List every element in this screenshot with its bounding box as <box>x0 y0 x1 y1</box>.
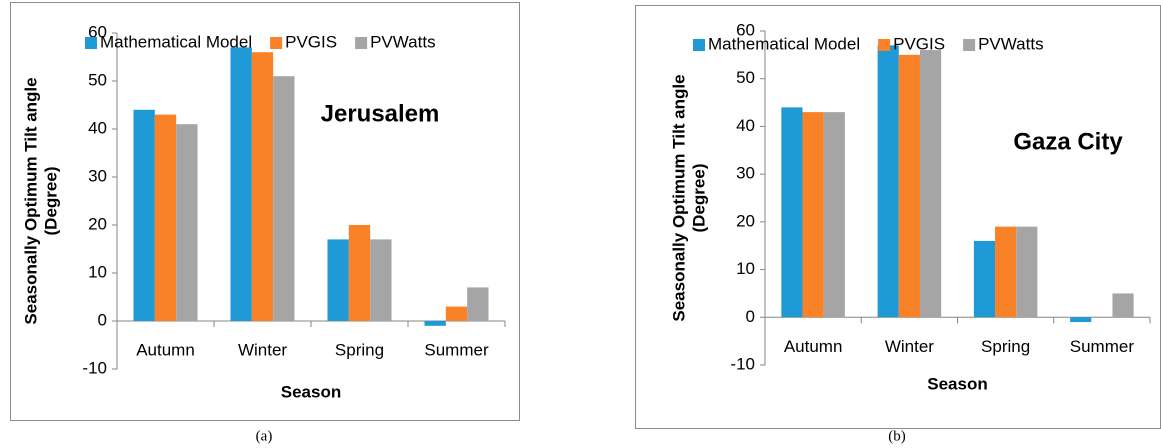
legend-label: PVWatts <box>370 32 436 51</box>
legend-label: Mathematical Model <box>708 34 860 53</box>
x-tick-label: Summer <box>1070 337 1135 356</box>
bar <box>445 306 468 321</box>
caption: (b) <box>888 428 906 444</box>
y-tick-label: 50 <box>736 68 755 87</box>
bar <box>973 240 996 318</box>
y-axis-label: (Degree) <box>41 167 60 236</box>
x-tick-label: Autumn <box>136 340 195 359</box>
y-tick-label: 60 <box>88 22 107 41</box>
y-tick-label: 0 <box>98 310 107 329</box>
bar <box>348 225 371 321</box>
legend-swatch <box>85 37 97 49</box>
annotation: Jerusalem <box>321 100 440 127</box>
legend-swatch <box>963 39 976 51</box>
legend-swatch <box>270 37 283 49</box>
x-axis-label: Season <box>281 382 341 401</box>
legend-swatch <box>878 39 891 51</box>
x-axis-label: Season <box>927 374 987 393</box>
y-tick-label: -10 <box>730 354 755 373</box>
bar <box>273 76 295 321</box>
bar <box>370 239 392 321</box>
y-axis-label: Seasonally Optimum Tilt angle <box>21 77 40 324</box>
x-tick-label: Spring <box>335 340 384 359</box>
legend-label: PVWatts <box>978 34 1044 53</box>
x-tick-label: Summer <box>424 340 489 359</box>
y-tick-label: 20 <box>88 214 107 233</box>
legend-label: PVGIS <box>893 34 945 53</box>
y-tick-label: 60 <box>736 20 755 39</box>
bar <box>877 45 899 318</box>
y-tick-label: -10 <box>82 358 107 377</box>
bar <box>781 107 803 318</box>
legend-swatch <box>355 37 368 49</box>
bar <box>154 114 177 321</box>
y-tick-label: 10 <box>736 259 755 278</box>
annotation: Gaza City <box>1013 128 1123 155</box>
bar <box>995 226 1017 318</box>
legend-label: Mathematical Model <box>100 32 252 51</box>
y-tick-label: 40 <box>736 116 755 135</box>
bar <box>1070 317 1092 323</box>
bar <box>251 52 274 321</box>
chart-frame <box>10 2 520 421</box>
y-tick-label: 40 <box>88 118 107 137</box>
bar <box>176 124 198 321</box>
caption: (a) <box>256 428 273 444</box>
y-tick-label: 50 <box>88 70 107 89</box>
bar <box>919 50 942 318</box>
bar <box>327 239 349 321</box>
bar <box>802 112 824 318</box>
x-tick-label: Winter <box>238 340 287 359</box>
y-tick-label: 10 <box>88 262 107 281</box>
y-axis-label: Seasonally Optimum Tilt angle <box>669 74 688 321</box>
bar <box>133 109 155 321</box>
y-tick-label: 20 <box>736 211 755 230</box>
y-tick-label: 30 <box>736 164 755 183</box>
legend-label: PVGIS <box>285 32 337 51</box>
bar <box>230 47 252 322</box>
bar <box>823 112 845 318</box>
x-tick-label: Autumn <box>784 337 843 356</box>
bar <box>424 321 446 326</box>
bar <box>1016 226 1038 318</box>
bar <box>898 54 920 318</box>
bar <box>1112 293 1134 318</box>
y-axis-label: (Degree) <box>689 164 708 233</box>
y-tick-label: 0 <box>746 307 755 326</box>
x-tick-label: Spring <box>981 337 1030 356</box>
y-tick-label: 30 <box>88 166 107 185</box>
bar <box>467 287 489 321</box>
x-tick-label: Winter <box>885 337 934 356</box>
legend-swatch <box>693 39 705 51</box>
